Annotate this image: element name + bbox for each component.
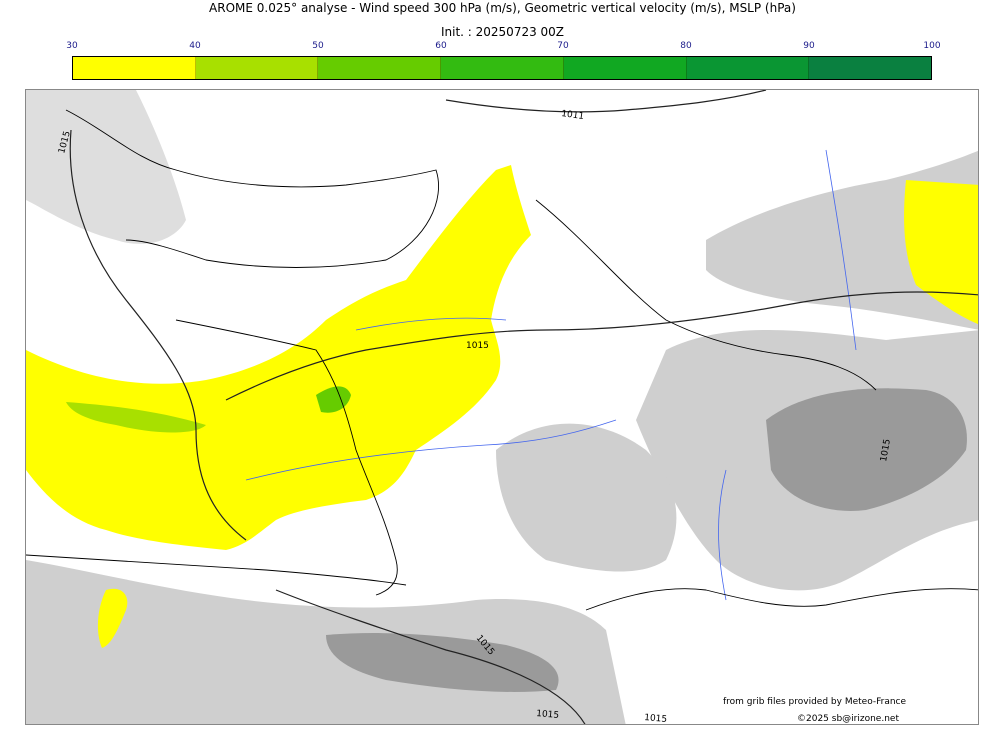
- isobar-label-1015-central: 1015: [466, 341, 489, 351]
- colorbar-segment-60-70: [441, 57, 564, 79]
- wind-50-60-area: [316, 386, 351, 413]
- isobar-1011: [445, 90, 767, 113]
- colorbar-tick-50: 50: [312, 41, 324, 51]
- data-source-credit: from grib files provided by Meteo-France: [723, 697, 907, 707]
- river-rhone: [718, 469, 727, 601]
- rivers: [245, 149, 857, 601]
- wind-40-50-area: [66, 402, 206, 433]
- river-rhine: [825, 149, 857, 351]
- central-france-shading: [496, 423, 677, 572]
- colorbar-tick-70: 70: [557, 41, 569, 51]
- colorbar-tick-40: 40: [189, 41, 201, 51]
- wind-30-40-iberia-area: [97, 588, 128, 648]
- init-time: Init. : 20250723 00Z: [440, 25, 565, 39]
- coastline-france-west: [175, 319, 398, 596]
- colorbar-tick-90: 90: [803, 41, 815, 51]
- copyright-credit: ©2025 sb@irizone.net: [797, 714, 899, 724]
- colorbar-segment-70-80: [563, 57, 687, 79]
- mslp-isobars: [69, 90, 978, 724]
- coastline-uk: [65, 109, 439, 268]
- colorbar-tick-60: 60: [435, 41, 447, 51]
- isobar-label-1015-south: 1015: [536, 709, 560, 721]
- weather-map[interactable]: 1011 1015 1015 1015 1015 1015 1015: [25, 89, 979, 725]
- isobar-1015-south: [275, 589, 586, 724]
- colorbar-tick-100: 100: [923, 41, 941, 51]
- coastlines-and-borders: [26, 109, 978, 611]
- iberia-shading: [26, 560, 626, 724]
- uk-shading: [26, 90, 186, 244]
- colorbar-tick-30: 30: [66, 41, 78, 51]
- colorbar-segment-80-90: [686, 57, 810, 79]
- colorbar-segment-30-40: [73, 57, 196, 79]
- pyrenees-shading: [326, 633, 559, 692]
- colorbar-segment-40-50: [195, 57, 319, 79]
- isobar-label-1015-southeast: 1015: [644, 713, 668, 725]
- colorbar-segment-50-60: [318, 57, 442, 79]
- isobar-label-1015-alps: 1015: [879, 438, 893, 462]
- map-title: AROME 0.025° analyse - Wind speed 300 hP…: [209, 1, 796, 15]
- alps-core-shading: [766, 388, 967, 511]
- wind-speed-swath: [26, 165, 978, 648]
- isobar-label-1011: 1011: [561, 109, 585, 122]
- border-france-east: [535, 199, 877, 391]
- coastline-mediterranean: [585, 588, 978, 611]
- wind-30-40-area: [26, 165, 531, 550]
- wind-speed-colorbar: [72, 56, 932, 80]
- colorbar-tick-80: 80: [680, 41, 692, 51]
- isobar-1015-west: [69, 129, 247, 541]
- dark-vertical-velocity-shading: [326, 388, 967, 692]
- colorbar-segment-90-100: [809, 57, 932, 79]
- wind-30-40-north-area: [904, 180, 978, 325]
- river-loire: [245, 419, 617, 481]
- river-seine: [355, 317, 507, 331]
- isobar-1015-central: [225, 291, 978, 401]
- coastline-iberia-north: [26, 554, 407, 586]
